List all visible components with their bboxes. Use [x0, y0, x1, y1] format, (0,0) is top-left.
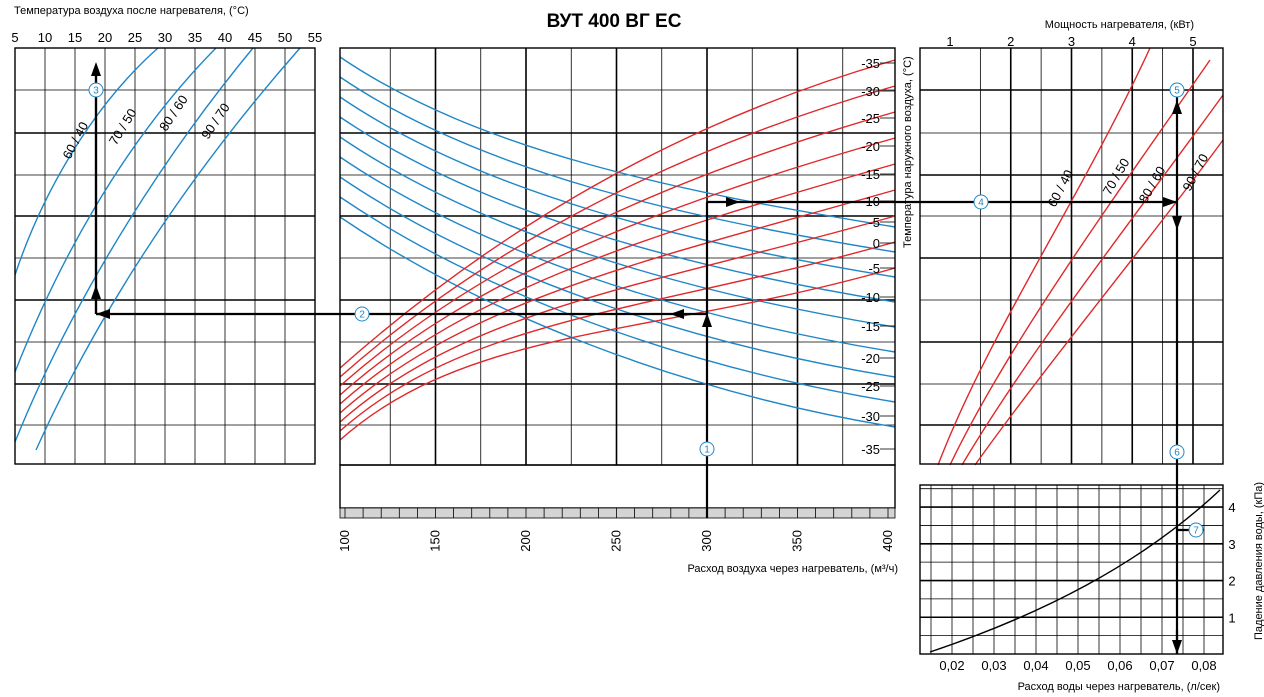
middle-x-tick-label: 300 — [699, 530, 714, 552]
water-flow-axis-label: Расход воды через нагреватель, (л/сек) — [1018, 681, 1220, 693]
middle-lower-frame — [340, 465, 895, 508]
middle-y-tick-label: 0 — [873, 236, 880, 251]
power-axis-label: Мощность нагревателя, (кВт) — [1045, 19, 1194, 31]
water-x-tick-label: 0,02 — [939, 658, 964, 673]
left-x-tick-label: 10 — [38, 30, 52, 45]
left-x-tick-label: 20 — [98, 30, 112, 45]
left-x-tick-label: 50 — [278, 30, 292, 45]
middle-y-tick-label: -25 — [861, 111, 880, 126]
water-x-tick-label: 0,08 — [1191, 658, 1216, 673]
pressure-y-tick-label: 1 — [1228, 610, 1235, 625]
middle-y-tick-label: -10 — [861, 290, 880, 305]
pressure-axis-label: Падение давления воды, (кПа) — [1253, 482, 1264, 640]
middle-y-tick-label: -5 — [868, 261, 880, 276]
water-x-tick-label: 0,04 — [1023, 658, 1048, 673]
left-x-tick-label: 35 — [188, 30, 202, 45]
middle-x-tick-label: 100 — [337, 530, 352, 552]
path-step-number: 3 — [93, 86, 99, 97]
path-step-number: 1 — [704, 445, 710, 456]
path-arrow-head — [1163, 197, 1177, 207]
water-x-tick-label: 0,05 — [1065, 658, 1090, 673]
air-flow-scale-bar — [340, 508, 895, 518]
middle-blue-curve — [340, 77, 895, 252]
path-step-number: 4 — [978, 198, 984, 209]
left-panel: Температура воздуха после нагревателя, (… — [11, 5, 322, 464]
power-curve-80-60 — [962, 95, 1223, 465]
left-x-tick-label: 5 — [11, 30, 18, 45]
power-x-tick-label: 1 — [946, 34, 953, 49]
power-x-tick-label: 4 — [1129, 34, 1136, 49]
middle-y-tick-label: -35 — [861, 442, 880, 457]
left-x-tick-label: 55 — [308, 30, 322, 45]
left-series-label-1: 60 / 40 — [59, 119, 91, 161]
middle-y-tick-label: -30 — [861, 84, 880, 99]
path-step-number: 7 — [1193, 526, 1199, 537]
middle-blue-curve — [340, 217, 895, 427]
left-curve-60-40 — [15, 48, 158, 275]
left-x-tick-label: 45 — [248, 30, 262, 45]
path-step-number: 2 — [359, 310, 365, 321]
path-step-number: 5 — [1174, 86, 1180, 97]
middle-x-tick-label: 150 — [428, 530, 443, 552]
power-x-tick-label: 3 — [1068, 34, 1075, 49]
middle-red-curve — [340, 190, 895, 413]
middle-red-curve — [340, 112, 895, 386]
water-x-tick-label: 0,07 — [1149, 658, 1174, 673]
middle-y-tick-label: -25 — [861, 379, 880, 394]
chart-title: ВУТ 400 ВГ ЕС — [547, 11, 682, 32]
middle-frame — [340, 48, 895, 465]
left-x-tick-label: 30 — [158, 30, 172, 45]
middle-y-tick-label: -35 — [861, 56, 880, 71]
power-series-label-2: 70 / 50 — [1100, 156, 1133, 198]
pressure-y-tick-label: 2 — [1228, 574, 1235, 589]
path-step-number: 6 — [1174, 448, 1180, 459]
left-x-tick-label: 40 — [218, 30, 232, 45]
middle-y-axis-label: Температура наружного воздуха, (°C) — [902, 56, 914, 248]
middle-y-tick-label: -20 — [861, 139, 880, 154]
middle-red-curve — [340, 268, 895, 440]
path-arrow-head — [1172, 216, 1182, 230]
power-x-tick-label: 2 — [1007, 34, 1014, 49]
example-path — [91, 62, 1204, 654]
middle-y-tick-label: -30 — [861, 409, 880, 424]
power-curve-70-50 — [950, 60, 1210, 465]
middle-x-tick-label: 350 — [790, 530, 805, 552]
middle-y-tick-label: -20 — [861, 351, 880, 366]
left-x-tick-label: 25 — [128, 30, 142, 45]
middle-y-tick-label: -5 — [868, 215, 880, 230]
left-x-axis-label: Температура воздуха после нагревателя, (… — [14, 5, 249, 17]
power-series-label-4: 90 / 70 — [1179, 151, 1211, 193]
power-x-tick-label: 5 — [1189, 34, 1196, 49]
left-series-label-2: 70 / 50 — [106, 106, 140, 148]
middle-y-tick-label: -15 — [861, 167, 880, 182]
water-x-tick-label: 0,03 — [981, 658, 1006, 673]
middle-panel: -35-30-25-20-15-10-50-5-10-15-20-25-30-3… — [337, 48, 914, 575]
left-series-label-3: 80 / 60 — [156, 92, 191, 133]
middle-y-tick-label: -15 — [861, 319, 880, 334]
middle-red-curve — [340, 164, 895, 404]
example-markers: 1 2 3 4 5 6 7 — [89, 83, 1203, 537]
right-bottom-panel: 0,02 0,03 0,04 0,05 0,06 0,07 0,08 1 2 3 4 Расход… — [920, 482, 1264, 693]
path-arrow-head — [96, 309, 110, 319]
left-x-tick-label: 15 — [68, 30, 82, 45]
middle-x-tick-label: 400 — [880, 530, 895, 552]
water-x-tick-label: 0,06 — [1107, 658, 1132, 673]
path-arrow-head — [1172, 640, 1182, 654]
middle-x-axis-label: Расход воздуха через нагреватель, (м³/ч) — [687, 563, 898, 575]
power-curve-60-40 — [938, 48, 1150, 465]
pressure-y-tick-label: 4 — [1228, 500, 1235, 515]
middle-red-curve — [340, 138, 895, 395]
path-arrow-head — [91, 62, 101, 76]
middle-x-tick-label: 250 — [609, 530, 624, 552]
middle-x-tick-label: 200 — [518, 530, 533, 552]
pressure-y-tick-label: 3 — [1228, 537, 1235, 552]
